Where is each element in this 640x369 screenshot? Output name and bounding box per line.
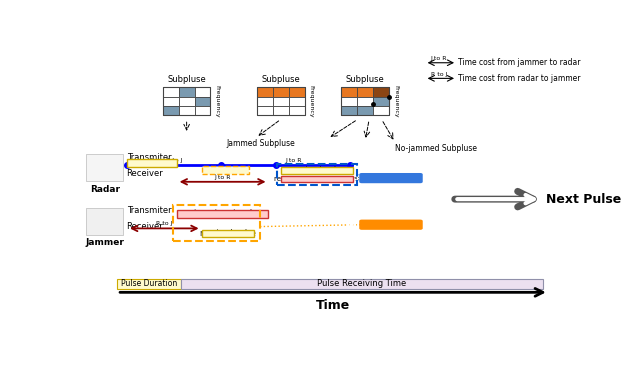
Text: Pulse Receiving Time: Pulse Receiving Time xyxy=(317,279,406,288)
Text: Jammer Takes Action: Jammer Takes Action xyxy=(346,220,436,229)
Bar xyxy=(173,205,260,241)
Text: Transmiter: Transmiter xyxy=(127,206,172,215)
Text: J to R: J to R xyxy=(431,56,447,61)
Text: Frequency: Frequency xyxy=(308,85,314,117)
Text: pulse: pulse xyxy=(141,158,163,167)
Bar xyxy=(357,97,373,106)
Text: Next Pulse: Next Pulse xyxy=(547,193,621,206)
FancyBboxPatch shape xyxy=(359,220,423,230)
Text: Receiver: Receiver xyxy=(127,169,163,178)
Text: Jammer: Jammer xyxy=(85,238,124,247)
Text: Transmiter: Transmiter xyxy=(127,154,172,162)
Bar xyxy=(277,164,357,184)
Text: Subpluse: Subpluse xyxy=(346,75,385,84)
Bar xyxy=(341,87,389,115)
Bar xyxy=(195,97,211,106)
Bar xyxy=(179,87,195,97)
Text: J to R: J to R xyxy=(214,175,231,180)
Bar xyxy=(273,97,289,106)
Bar xyxy=(357,106,373,115)
Text: Jammed Subpluse: Jammed Subpluse xyxy=(227,139,296,148)
Text: recieved jamming signal: recieved jamming signal xyxy=(274,176,360,182)
Bar xyxy=(373,97,389,106)
Bar xyxy=(163,87,211,115)
Text: Time: Time xyxy=(316,299,350,311)
Text: Subpluse: Subpluse xyxy=(262,75,300,84)
Text: R to J: R to J xyxy=(156,221,173,227)
Bar xyxy=(281,176,353,182)
Bar xyxy=(289,87,305,97)
Text: Radar: Radar xyxy=(90,185,120,194)
Bar xyxy=(357,87,373,97)
Text: Receiver: Receiver xyxy=(127,222,163,231)
Bar xyxy=(127,159,177,167)
Bar xyxy=(195,87,211,97)
Text: received pulse: received pulse xyxy=(289,166,345,175)
Bar xyxy=(195,106,211,115)
Text: Frequency: Frequency xyxy=(214,85,220,117)
Bar xyxy=(163,97,179,106)
Text: Radar Takes Action: Radar Takes Action xyxy=(349,173,433,183)
Text: J to R: J to R xyxy=(285,158,301,163)
Bar xyxy=(179,106,195,115)
Text: R to J: R to J xyxy=(431,72,447,77)
Bar xyxy=(289,106,305,115)
Bar xyxy=(86,154,123,181)
Text: Pulse Duration: Pulse Duration xyxy=(121,279,177,288)
Text: jamming signal: jamming signal xyxy=(193,209,252,218)
Bar xyxy=(257,106,273,115)
Bar xyxy=(257,97,273,106)
Bar xyxy=(163,106,179,115)
Bar xyxy=(281,167,353,175)
Bar xyxy=(117,279,180,289)
Bar xyxy=(341,106,357,115)
Bar xyxy=(341,87,357,97)
Text: Frequency: Frequency xyxy=(393,85,398,117)
Bar xyxy=(373,106,389,115)
Bar xyxy=(163,87,179,97)
Bar xyxy=(180,279,543,289)
Bar xyxy=(273,106,289,115)
Bar xyxy=(373,87,389,97)
Bar xyxy=(177,210,269,218)
Bar xyxy=(202,230,253,238)
Bar xyxy=(273,87,289,97)
Text: pulse: pulse xyxy=(214,166,236,175)
Text: Time cost from jammer to radar: Time cost from jammer to radar xyxy=(458,58,581,67)
Bar xyxy=(86,208,123,235)
Bar xyxy=(257,87,273,97)
Bar xyxy=(341,97,357,106)
Text: Time cost from radar to jammer: Time cost from radar to jammer xyxy=(458,74,581,83)
Text: No-jammed Subpluse: No-jammed Subpluse xyxy=(395,144,477,153)
Text: Subpluse: Subpluse xyxy=(167,75,206,84)
Text: R to J: R to J xyxy=(166,158,182,163)
Bar xyxy=(289,97,305,106)
FancyBboxPatch shape xyxy=(359,173,423,183)
Text: received pulse: received pulse xyxy=(200,229,255,238)
Bar xyxy=(257,87,305,115)
Bar xyxy=(202,166,248,174)
Bar xyxy=(179,97,195,106)
